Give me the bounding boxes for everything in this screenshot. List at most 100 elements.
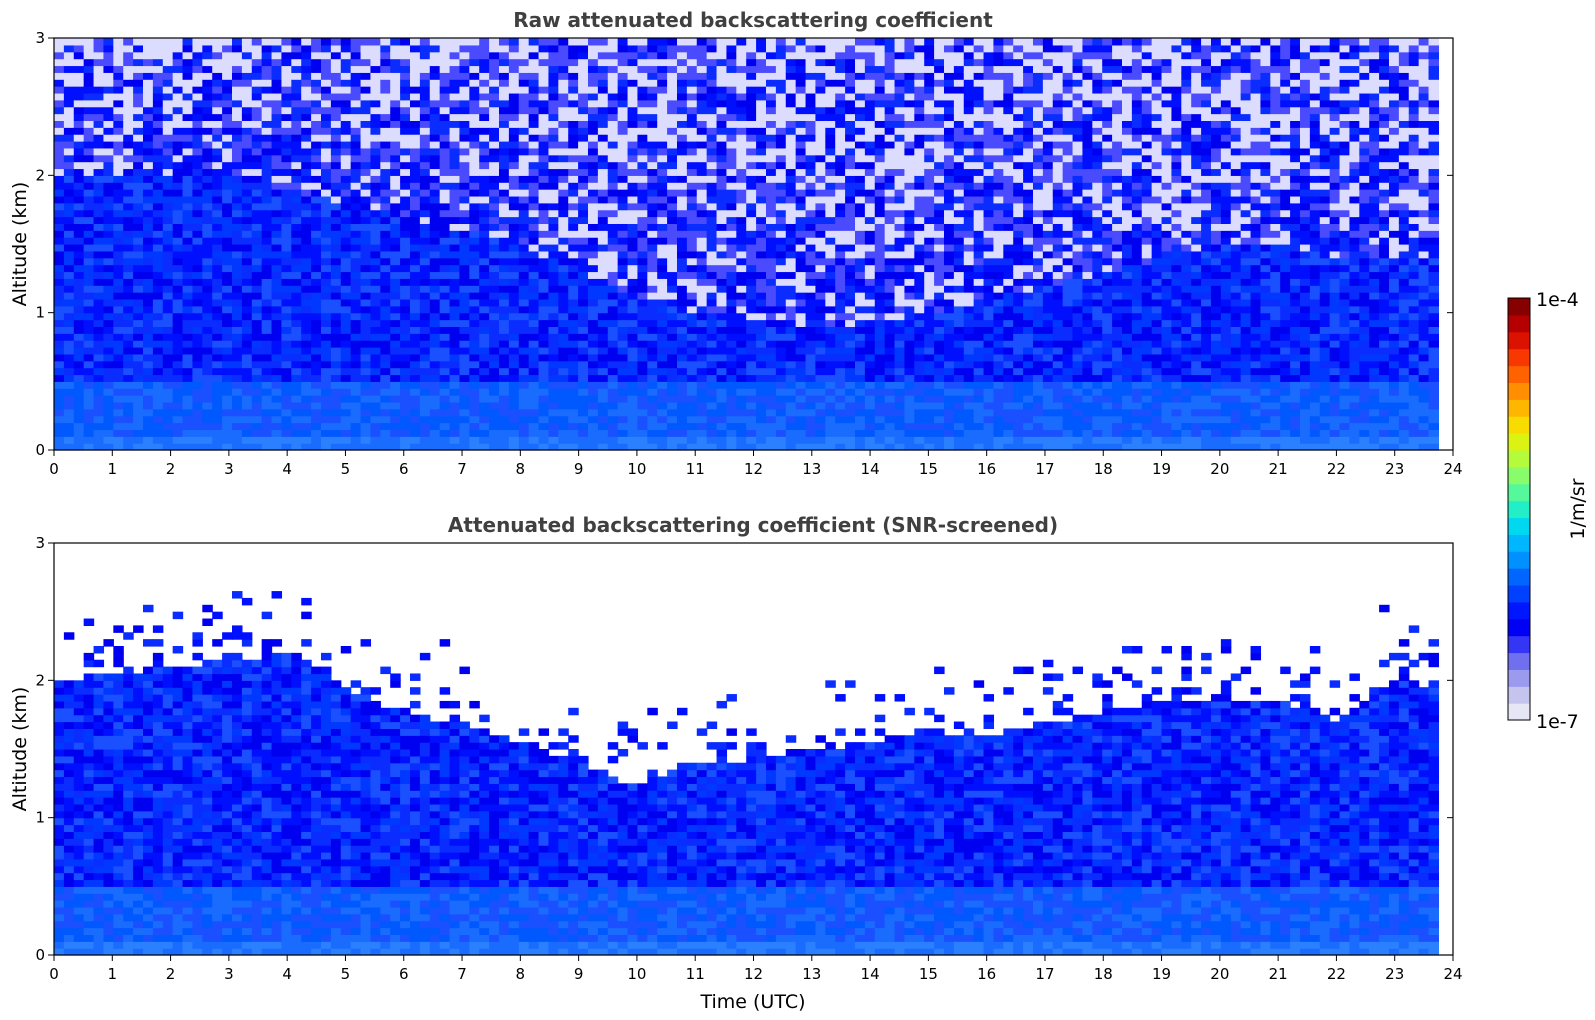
heatmap-cell [63,333,75,341]
heatmap-cell [360,127,372,135]
heatmap-cell [607,312,619,321]
heatmap-cell [390,401,401,410]
heatmap-cell [54,195,65,204]
heatmap-cell [162,141,174,149]
heatmap-cell [568,285,579,293]
heatmap-cell [251,230,263,238]
heatmap-cell [152,292,164,300]
heatmap-cell [429,360,441,369]
heatmap-cell [429,436,441,444]
heatmap-cell [380,147,391,156]
heatmap-cell [54,237,65,245]
heatmap-cell [607,326,619,334]
heatmap-cell [587,285,599,293]
heatmap-cell [627,401,639,410]
heatmap-cell [706,106,718,115]
heatmap-cell [805,141,817,149]
heatmap-cell [528,79,540,87]
heatmap-cell [281,285,292,293]
heatmap-cell [330,237,342,245]
heatmap-cell [261,202,273,211]
heatmap-cell [854,79,866,87]
heatmap-cell [360,209,372,218]
heatmap-cell [518,250,530,259]
heatmap-cell [113,230,124,238]
heatmap-cell [410,257,421,266]
heatmap-cell [83,422,95,430]
heatmap-cell [172,298,184,307]
heatmap-cell [251,127,263,135]
heatmap-cell [568,381,579,389]
heatmap-cell [617,436,629,444]
heatmap-cell [498,175,510,183]
heatmap-cell [845,106,856,115]
heatmap-cell [686,223,698,231]
heatmap-cell [330,415,342,424]
heatmap-cell [597,120,609,128]
heatmap-cell [835,202,846,211]
heatmap-cell [113,429,124,437]
heatmap-cell [587,51,599,60]
heatmap-cell [538,367,550,376]
heatmap-cell [845,367,856,376]
heatmap-cell [756,374,767,382]
heatmap-cell [469,161,480,170]
heatmap-cell [350,367,362,376]
heatmap-cell [617,250,629,259]
heatmap-cell [63,106,75,115]
heatmap-cell [805,120,817,128]
heatmap-cell [143,195,154,204]
heatmap-cell [746,223,757,231]
heatmap-cell [410,285,421,293]
heatmap-cell [261,154,273,163]
heatmap-cell [845,257,856,266]
heatmap-cell [93,237,105,245]
heatmap-cell [676,202,688,211]
heatmap-cell [696,202,708,211]
heatmap-cell [390,340,401,348]
heatmap-cell [864,209,876,218]
heatmap-cell [311,72,322,80]
heatmap-cell [597,237,609,245]
heatmap-cell [103,292,114,300]
heatmap-cell [568,264,579,273]
heatmap-cell [508,292,520,300]
heatmap-cell [617,340,629,348]
heatmap-cell [756,367,767,376]
heatmap-cell [765,195,777,204]
heatmap-cell [439,161,451,170]
heatmap-cell [350,415,362,424]
heatmap-cell [667,106,678,115]
heatmap-cell [607,72,619,80]
heatmap-cell [835,141,846,149]
heatmap-cell [548,72,559,80]
heatmap-cell [133,154,144,163]
heatmap-cell [785,230,797,238]
heatmap-cell [469,271,480,279]
heatmap-cell [756,189,767,197]
heatmap-cell [657,127,668,135]
heatmap-cell [667,264,678,273]
heatmap-cell [538,244,550,252]
heatmap-cell [716,182,728,190]
heatmap-cell [291,195,302,204]
heatmap-cell [667,292,678,300]
heatmap-cell [93,127,105,135]
heatmap-cell [627,353,639,362]
heatmap-cell [854,113,866,121]
heatmap-cell [765,38,777,46]
heatmap-cell [479,72,490,80]
heatmap-cell [251,168,263,176]
heatmap-cell [676,436,688,444]
heatmap-cell [143,319,154,327]
heatmap-cell [251,72,263,80]
heatmap-cell [63,422,75,430]
heatmap-cell [232,44,243,53]
heatmap-cell [854,189,866,197]
heatmap-cell [657,216,668,224]
heatmap-cell [795,147,807,156]
heatmap-cell [627,120,639,128]
heatmap-cell [657,305,668,314]
heatmap-cell [400,92,411,101]
heatmap-cell [498,381,510,389]
